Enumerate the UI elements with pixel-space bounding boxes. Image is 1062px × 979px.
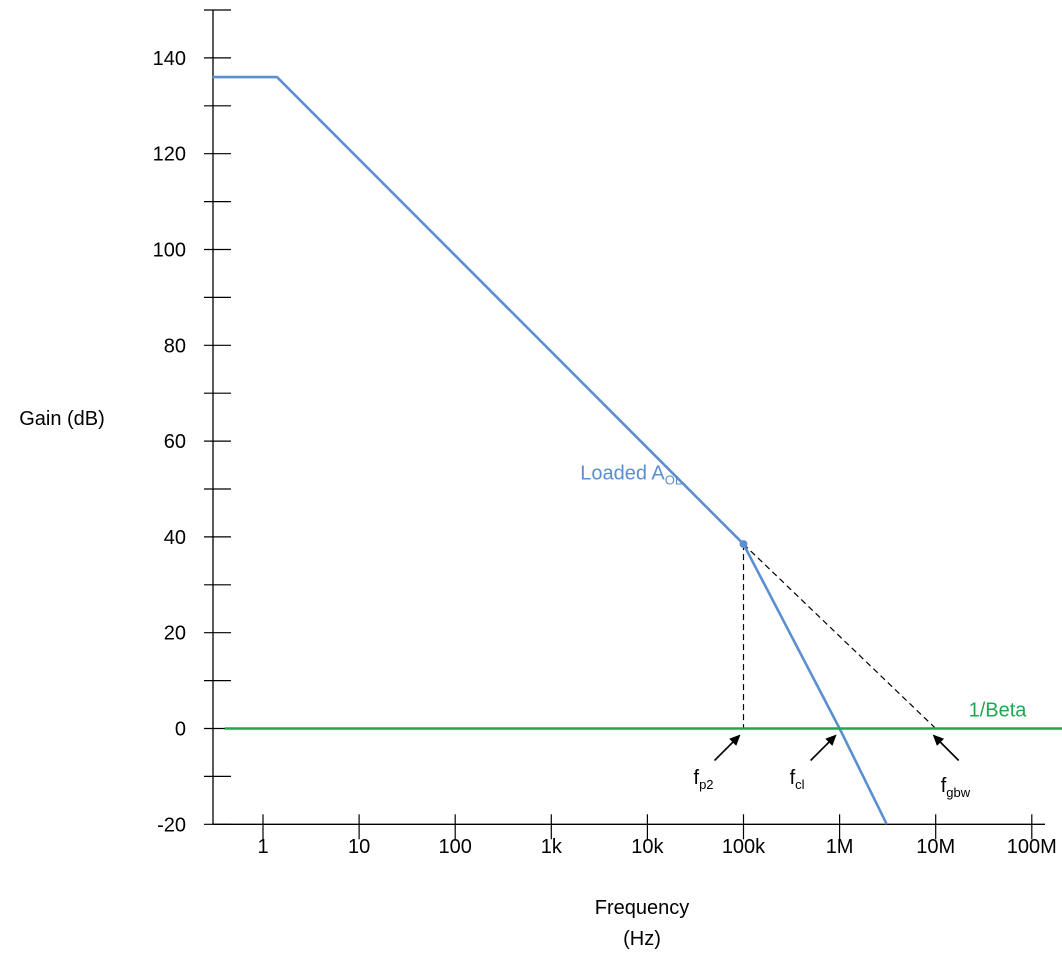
freq-marker-label-gbw: fgbw — [941, 775, 971, 800]
y-tick-label: -20 — [157, 814, 186, 836]
freq-marker-base: f — [790, 767, 796, 789]
x-tick-label: 10k — [631, 836, 664, 858]
y-tick-label: 40 — [164, 527, 186, 549]
x-axis-title: Frequency — [595, 897, 690, 919]
y-tick-label: 100 — [153, 240, 186, 262]
freq-marker-sub: gbw — [946, 785, 970, 800]
freq-marker-label-cl: fcl — [790, 767, 805, 792]
freq-marker-base: f — [941, 775, 947, 797]
beta-label: 1/Beta — [969, 699, 1028, 721]
x-tick-label: 1k — [541, 836, 563, 858]
y-tick-label: 120 — [153, 144, 186, 166]
axes: -20 0 20 40 60 80 100 120 140 1 10 100 1k 10k 100k 1M 10… — [153, 9, 1057, 858]
x-axis-unit: (Hz) — [623, 928, 661, 950]
x-tick-label: 100 — [439, 836, 472, 858]
arrowhead-icon — [729, 734, 741, 746]
loaded-aol-label-text: Loaded A — [580, 462, 665, 484]
pole-marker-dot — [739, 540, 748, 549]
freq-marker-arrow — [938, 739, 960, 762]
x-tick-label: 100M — [1007, 836, 1057, 858]
x-tick-label: 10 — [348, 836, 370, 858]
freq-marker-sub: p2 — [699, 777, 713, 792]
freq-marker-sub: cl — [795, 777, 805, 792]
arrowhead-icon — [825, 734, 837, 746]
x-tick-label: 10M — [916, 836, 955, 858]
guide-lines — [742, 543, 937, 729]
y-tick-label: 80 — [164, 335, 186, 357]
y-tick-label: 140 — [153, 48, 186, 70]
loaded-aol-label: Loaded AOL — [580, 462, 682, 487]
loaded-aol-label-sub: OL — [665, 472, 682, 487]
x-tick-label: 1M — [826, 836, 854, 858]
dashed-guide-line — [743, 543, 937, 729]
freq-marker-base: f — [694, 767, 700, 789]
series-lines — [212, 75, 1062, 825]
x-tick-label: 100k — [722, 836, 766, 858]
y-tick-label: 20 — [164, 623, 186, 645]
freq-marker-label-p2: fp2 — [694, 767, 714, 792]
loaded-aol-line — [212, 75, 888, 825]
y-tick-label: 0 — [175, 719, 186, 741]
freq-marker-arrow — [810, 739, 832, 762]
y-tick-label: 60 — [164, 431, 186, 453]
y-axis-title: Gain (dB) — [19, 408, 105, 430]
x-tick-label: 1 — [257, 836, 268, 858]
freq-marker-arrow — [713, 739, 736, 762]
arrowhead-icon — [932, 734, 945, 746]
